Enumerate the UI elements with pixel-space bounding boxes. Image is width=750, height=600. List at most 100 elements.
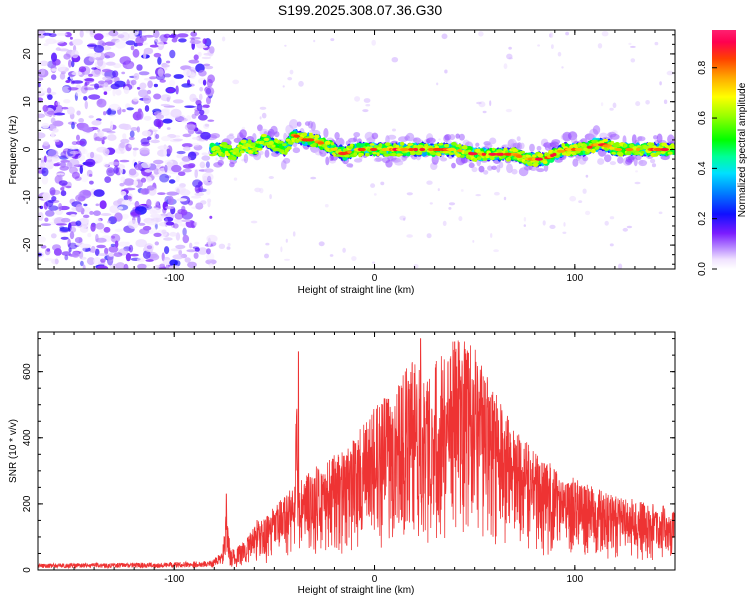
noise-blob xyxy=(63,99,71,104)
noise-blob xyxy=(153,93,162,100)
noise-blob xyxy=(140,161,151,169)
noise-blob xyxy=(113,166,119,174)
ridge-halo xyxy=(226,140,232,145)
speckle xyxy=(318,241,325,247)
ridge-core xyxy=(355,142,362,148)
y-tick-label: 400 xyxy=(22,429,33,446)
noise-blob xyxy=(38,113,46,119)
noise-blob xyxy=(184,105,197,109)
ridge-core xyxy=(461,145,468,150)
noise-blob xyxy=(121,71,126,75)
speckle xyxy=(436,82,439,86)
noise-blob xyxy=(160,94,172,102)
ridge-halo xyxy=(243,153,249,164)
noise-blob xyxy=(165,221,175,226)
speckle xyxy=(628,42,632,46)
speckle xyxy=(259,187,264,194)
noise-blob xyxy=(195,129,202,135)
noise-blob xyxy=(158,167,168,175)
noise-blob xyxy=(153,159,164,165)
noise-blob xyxy=(147,80,153,89)
speckle xyxy=(218,243,226,249)
noise-blob xyxy=(126,79,130,88)
ridge-peak xyxy=(293,134,300,138)
noise-blob xyxy=(67,87,79,91)
noise-blob xyxy=(142,225,152,231)
ridge-core xyxy=(491,147,496,151)
speckle xyxy=(444,69,448,74)
noise-blob xyxy=(145,259,154,262)
noise-blob xyxy=(53,112,66,116)
noise-blob xyxy=(137,215,141,224)
noise-blob xyxy=(125,252,131,262)
noise-blob xyxy=(84,100,89,110)
noise-blob xyxy=(40,68,46,76)
noise-blob xyxy=(110,120,113,131)
ridge-core xyxy=(358,152,364,156)
noise-blob xyxy=(46,110,57,115)
ridge-core xyxy=(635,151,641,155)
noise-blob xyxy=(64,254,69,261)
noise-blob xyxy=(207,119,215,122)
ridge-peak xyxy=(305,138,315,142)
speckle xyxy=(494,191,500,196)
y-tick-label: -20 xyxy=(22,237,33,252)
speckle xyxy=(287,77,293,81)
ridge-peak xyxy=(317,141,325,145)
ridge-core xyxy=(672,146,675,149)
noise-blob xyxy=(148,253,160,261)
noise-blob xyxy=(119,159,130,163)
noise-blob xyxy=(104,41,116,46)
noise-blob xyxy=(58,203,63,211)
speckle xyxy=(542,220,546,226)
noise-blob xyxy=(173,74,184,79)
speckle xyxy=(503,63,508,70)
noise-blob xyxy=(126,63,134,69)
ridge-core xyxy=(507,156,511,162)
noise-blob xyxy=(77,154,86,161)
noise-blob xyxy=(135,239,147,248)
noise-blob xyxy=(125,40,136,46)
noise-blob xyxy=(207,200,211,208)
speckle xyxy=(609,107,614,111)
noise-blob xyxy=(80,248,86,252)
noise-blob xyxy=(76,110,81,116)
noise-blob xyxy=(50,117,56,124)
ridge-halo xyxy=(455,133,461,139)
ridge-core xyxy=(314,134,320,139)
noise-blob xyxy=(97,57,104,67)
noise-blob xyxy=(143,95,152,104)
noise-blob xyxy=(164,164,168,173)
speckle xyxy=(292,231,296,237)
speckle xyxy=(448,202,456,206)
noise-blob xyxy=(156,201,160,206)
ridge-core xyxy=(353,152,358,156)
snr-series-line xyxy=(38,338,675,570)
noise-blob xyxy=(153,168,160,175)
noise-blob xyxy=(163,147,168,157)
noise-blob xyxy=(197,51,202,57)
noise-blob xyxy=(162,118,173,124)
colorbar-label: Normalized spectral amplitude xyxy=(737,82,748,217)
noise-blob xyxy=(101,69,112,73)
noise-blob xyxy=(48,205,59,211)
ridge-halo xyxy=(650,158,656,164)
noise-blob xyxy=(41,122,50,129)
noise-blob xyxy=(71,171,80,179)
ridge-halo xyxy=(385,160,393,168)
speckle xyxy=(284,44,287,47)
noise-blob xyxy=(83,210,90,215)
ridge-peak xyxy=(408,147,415,152)
snr-ylabel: SNR (10 * v/v) xyxy=(8,419,19,483)
speckle xyxy=(490,233,493,238)
noise-blob xyxy=(80,256,87,260)
ridge-peak xyxy=(556,149,566,153)
noise-blob xyxy=(128,136,135,141)
ridge-core xyxy=(384,142,391,146)
noise-blob xyxy=(144,169,153,173)
x-tick-label: 100 xyxy=(566,574,583,585)
noise-blob xyxy=(128,168,137,176)
ridge-halo xyxy=(529,143,535,152)
noise-blob xyxy=(93,210,101,216)
noise-blob xyxy=(160,103,170,107)
